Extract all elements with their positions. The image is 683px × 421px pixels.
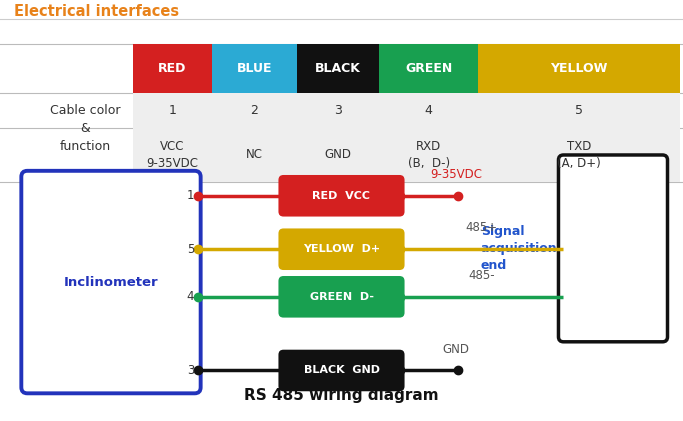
FancyBboxPatch shape: [279, 229, 404, 270]
FancyBboxPatch shape: [297, 44, 379, 93]
Text: BLACK: BLACK: [315, 62, 361, 75]
Text: 2: 2: [251, 104, 258, 117]
FancyBboxPatch shape: [297, 93, 379, 128]
FancyBboxPatch shape: [297, 128, 379, 182]
FancyBboxPatch shape: [478, 44, 680, 93]
FancyBboxPatch shape: [279, 175, 404, 216]
Text: BLUE: BLUE: [237, 62, 272, 75]
Text: GREEN: GREEN: [405, 62, 452, 75]
Text: RED  VCC: RED VCC: [313, 191, 370, 201]
FancyBboxPatch shape: [478, 128, 680, 182]
Text: YELLOW  D+: YELLOW D+: [303, 244, 380, 254]
Text: BLACK  GND: BLACK GND: [303, 365, 380, 376]
Text: 1: 1: [186, 189, 194, 202]
FancyBboxPatch shape: [379, 93, 478, 128]
FancyBboxPatch shape: [21, 171, 201, 393]
Text: 5: 5: [186, 243, 194, 256]
Text: 3: 3: [186, 364, 194, 377]
Text: 4: 4: [186, 290, 194, 303]
FancyBboxPatch shape: [212, 44, 297, 93]
FancyBboxPatch shape: [559, 155, 667, 342]
FancyBboxPatch shape: [279, 350, 404, 391]
Text: VCC
9-35VDC: VCC 9-35VDC: [146, 140, 199, 170]
Text: 485+: 485+: [465, 221, 498, 234]
FancyBboxPatch shape: [379, 44, 478, 93]
Text: Inclinometer: Inclinometer: [64, 276, 158, 288]
Text: RED: RED: [158, 62, 186, 75]
Text: 485-: 485-: [469, 269, 494, 282]
FancyBboxPatch shape: [212, 93, 297, 128]
Text: YELLOW: YELLOW: [550, 62, 608, 75]
Text: RXD
(B,  D-): RXD (B, D-): [408, 140, 449, 170]
FancyBboxPatch shape: [133, 93, 212, 128]
Text: TXD
(A, D+): TXD (A, D+): [557, 140, 601, 170]
Text: GREEN  D-: GREEN D-: [309, 292, 374, 302]
Text: NC: NC: [246, 149, 263, 161]
Text: 1: 1: [169, 104, 176, 117]
FancyBboxPatch shape: [279, 276, 404, 317]
FancyBboxPatch shape: [133, 44, 212, 93]
Text: 9-35VDC: 9-35VDC: [430, 168, 482, 181]
Text: Electrical interfaces: Electrical interfaces: [14, 4, 179, 19]
Text: Cable color
&
function: Cable color & function: [50, 104, 121, 153]
Text: GND: GND: [324, 149, 352, 161]
FancyBboxPatch shape: [212, 128, 297, 182]
Text: RS 485 wiring diagram: RS 485 wiring diagram: [245, 388, 438, 403]
FancyBboxPatch shape: [379, 128, 478, 182]
Text: 3: 3: [334, 104, 342, 117]
Text: Signal
acquisition
end: Signal acquisition end: [481, 225, 557, 272]
Text: 4: 4: [425, 104, 432, 117]
FancyBboxPatch shape: [133, 128, 212, 182]
Text: GND: GND: [443, 343, 469, 356]
Text: 5: 5: [575, 104, 583, 117]
FancyBboxPatch shape: [478, 93, 680, 128]
